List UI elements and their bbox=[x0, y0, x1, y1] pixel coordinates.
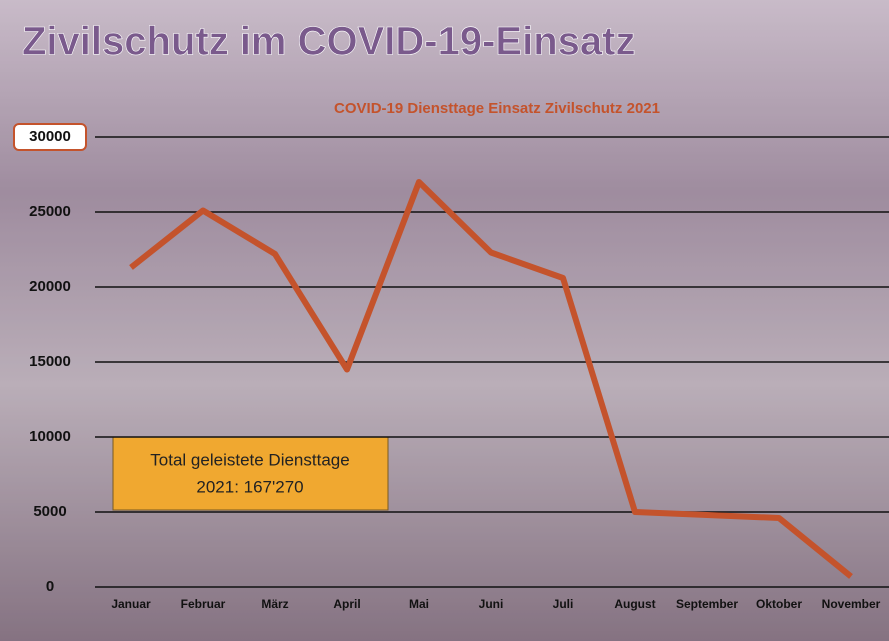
chart: Zivilschutz im COVID-19-Einsatz COVID-19… bbox=[0, 0, 889, 641]
annotation-text: Total geleistete Diensttage bbox=[150, 450, 349, 469]
y-tick-label: 5000 bbox=[33, 503, 66, 520]
x-tick-label: Oktober bbox=[756, 597, 802, 611]
x-tick-label: April bbox=[333, 597, 360, 611]
annotation-text: 2021: 167'270 bbox=[196, 477, 303, 496]
page: Zivilschutz im COVID-19-Einsatz COVID-19… bbox=[0, 0, 889, 641]
y-tick-label: 10000 bbox=[29, 428, 71, 445]
x-tick-label: September bbox=[676, 597, 738, 611]
x-tick-label: Februar bbox=[181, 597, 226, 611]
x-tick-label: Mai bbox=[409, 597, 429, 611]
chart-title: COVID-19 Diensttage Einsatz Zivilschutz … bbox=[334, 100, 660, 117]
x-tick-label: Juni bbox=[479, 597, 504, 611]
y-tick-label: 25000 bbox=[29, 203, 71, 220]
x-tick-label: Januar bbox=[111, 597, 151, 611]
y-tick-label: 0 bbox=[46, 578, 54, 595]
y-tick-label: 20000 bbox=[29, 278, 71, 295]
x-tick-label: November bbox=[822, 597, 881, 611]
y-tick-label: 30000 bbox=[29, 128, 71, 145]
photo-tint bbox=[0, 0, 889, 641]
x-tick-label: Juli bbox=[553, 597, 574, 611]
annotation-box bbox=[113, 437, 388, 510]
page-title: Zivilschutz im COVID-19-Einsatz bbox=[22, 20, 635, 64]
y-tick-label: 15000 bbox=[29, 353, 71, 370]
x-tick-label: August bbox=[614, 597, 655, 611]
x-tick-label: März bbox=[261, 597, 288, 611]
